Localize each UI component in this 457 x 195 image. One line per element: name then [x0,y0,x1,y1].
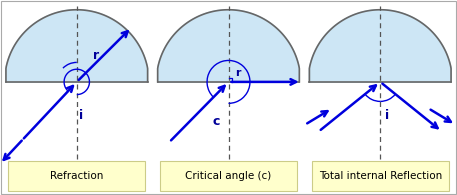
Polygon shape [158,10,299,82]
Polygon shape [6,10,148,82]
Text: r: r [235,68,240,78]
Polygon shape [309,10,451,82]
Text: Total internal Reflection: Total internal Reflection [319,171,442,181]
Text: r: r [93,50,99,62]
Polygon shape [6,10,148,82]
FancyBboxPatch shape [8,161,145,191]
Text: c: c [213,115,220,128]
Text: i: i [79,109,83,122]
Text: Critical angle (c): Critical angle (c) [186,171,271,181]
Polygon shape [309,10,451,82]
Text: Refraction: Refraction [50,171,103,181]
Polygon shape [158,10,299,82]
Text: i: i [385,109,389,122]
FancyBboxPatch shape [312,161,449,191]
FancyBboxPatch shape [160,161,297,191]
